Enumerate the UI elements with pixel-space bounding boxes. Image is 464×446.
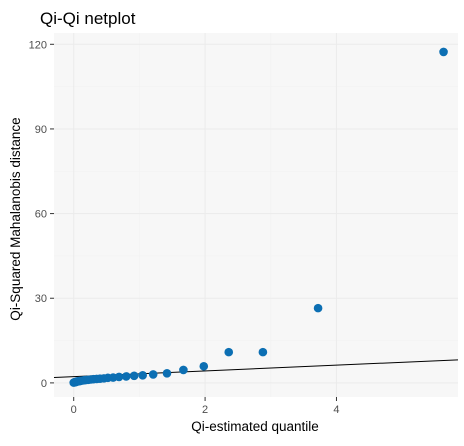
data-point (148, 370, 158, 379)
data-point (121, 372, 131, 381)
y-tick-label: 30 (35, 293, 47, 305)
x-axis-ticks: 0 2 4 (71, 397, 340, 416)
data-point (199, 361, 209, 371)
data-point (162, 368, 172, 378)
panel-background (54, 33, 458, 397)
y-tick-label: 90 (35, 124, 47, 136)
x-tick-label: 2 (202, 404, 208, 416)
data-point (224, 347, 234, 357)
y-axis-ticks: 0 30 60 90 120 (29, 39, 54, 390)
data-point (258, 347, 268, 357)
data-point (313, 303, 323, 313)
data-point (439, 47, 448, 57)
data-point (138, 370, 147, 380)
y-tick-label: 0 (41, 378, 47, 390)
chart-title: Qi-Qi netplot (40, 9, 136, 28)
x-axis-title: Qi-estimated quantile (191, 419, 319, 434)
data-point (129, 371, 139, 381)
y-tick-label: 120 (29, 39, 47, 51)
data-point (179, 365, 188, 375)
data-point (114, 372, 124, 382)
plot-panel (54, 33, 458, 397)
y-axis-title: Qi-Squared Mahalanobis distance (8, 117, 23, 320)
y-tick-label: 60 (35, 209, 47, 221)
x-tick-label: 0 (71, 404, 77, 416)
grid (54, 33, 458, 397)
x-tick-label: 4 (333, 404, 339, 416)
data-points (69, 47, 448, 387)
